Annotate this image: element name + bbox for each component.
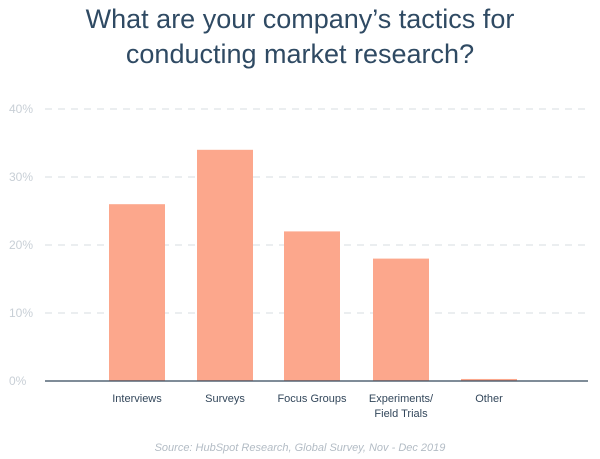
source-note: Source: HubSpot Research, Global Survey,… — [154, 442, 446, 454]
chart-title-line-1: What are your company’s tactics for — [85, 4, 515, 34]
bars — [109, 149, 517, 381]
y-tick-label: 40% — [9, 102, 33, 116]
bar — [461, 378, 517, 381]
x-tick-label: Experiments/Field Trials — [369, 393, 434, 420]
bar — [373, 258, 429, 381]
x-tick-label-line: Interviews — [112, 393, 162, 405]
bar — [284, 231, 340, 381]
bar — [109, 204, 165, 381]
x-tick-label: Interviews — [112, 393, 162, 405]
x-tick-label-line: Experiments/ — [369, 393, 434, 405]
bar — [197, 149, 253, 381]
x-tick-label-line: Surveys — [205, 393, 245, 405]
y-tick-label: 20% — [9, 238, 33, 252]
x-tick-label: Other — [475, 393, 503, 405]
x-tick-label: Surveys — [205, 393, 245, 405]
chart-title-line-2: conducting market research? — [125, 39, 475, 69]
y-axis-ticks: 0% 10% 20% 30% 40% — [9, 102, 33, 388]
x-tick-label-line: Other — [475, 393, 503, 405]
x-axis-ticks: Interviews Surveys Focus Groups Experiments… — [112, 393, 503, 420]
x-tick-label-line: Field Trials — [374, 408, 428, 420]
y-tick-label: 0% — [9, 374, 27, 388]
y-tick-label: 10% — [9, 306, 33, 320]
x-tick-label: Focus Groups — [277, 393, 347, 405]
y-tick-label: 30% — [9, 170, 33, 184]
x-tick-label-line: Focus Groups — [277, 393, 347, 405]
chart-title: What are your company’s tactics for cond… — [0, 2, 600, 72]
